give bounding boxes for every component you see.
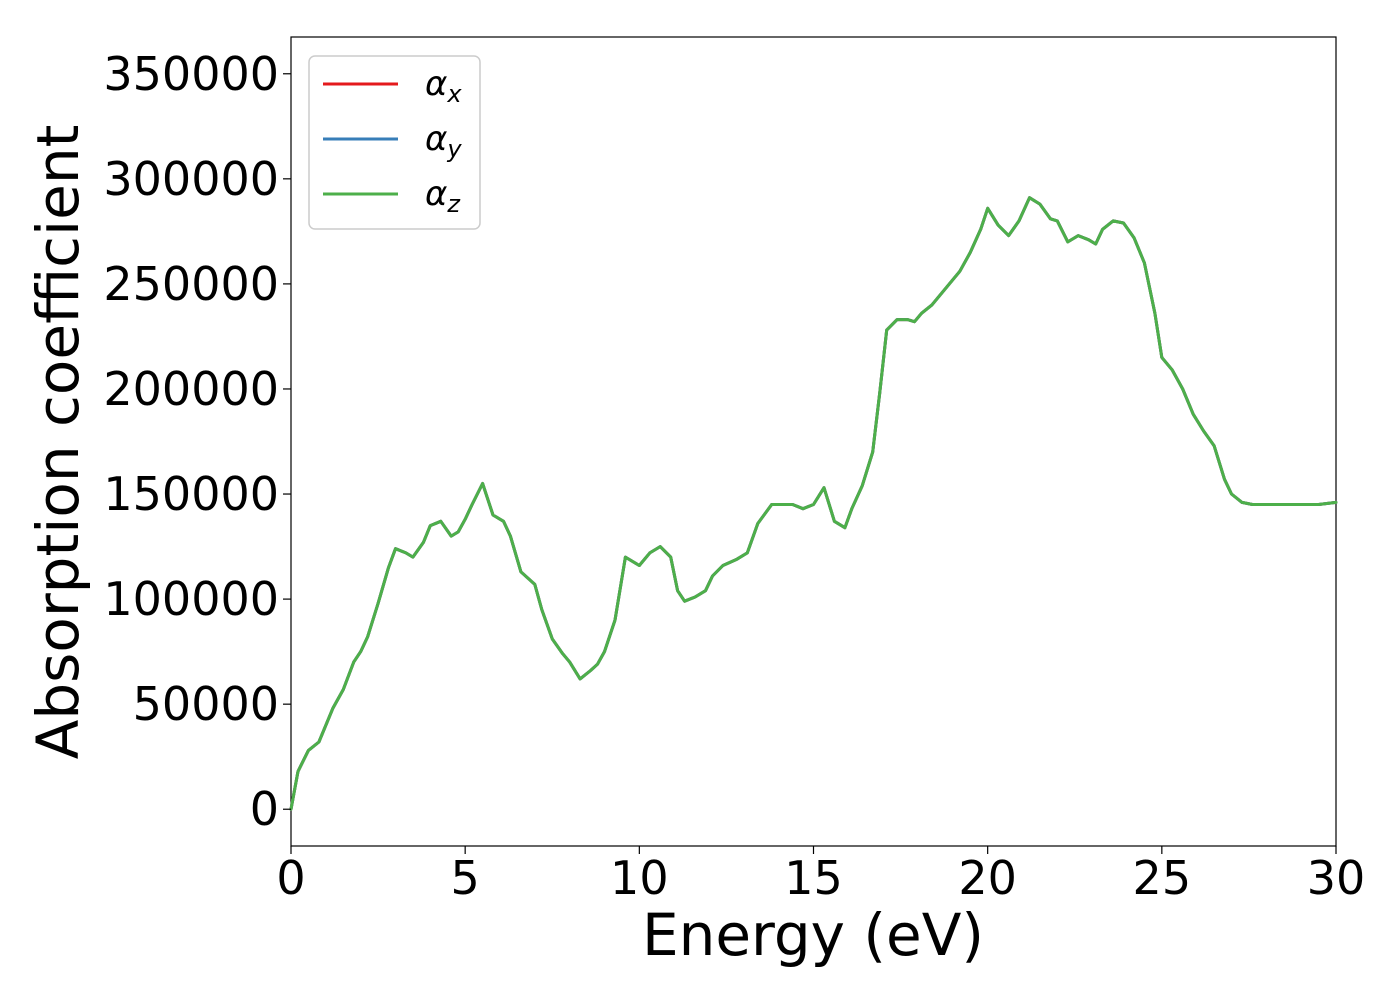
y-tick-label: 100000 [103, 572, 279, 626]
x-tick-label: 15 [784, 851, 843, 905]
x-axis-ticks: 0 5 10 15 20 25 30 [276, 846, 1365, 905]
legend-label-y: αy [425, 119, 462, 163]
x-tick-label: 5 [451, 851, 480, 905]
series-line-z [289, 196, 1338, 811]
y-tick-label: 300000 [103, 152, 279, 206]
x-tick-label: 0 [276, 851, 305, 905]
x-axis-title: Energy (eV) [642, 901, 984, 969]
y-tick-label: 50000 [133, 677, 279, 731]
x-tick-label: 10 [610, 851, 669, 905]
legend-label-x: αx [425, 64, 462, 108]
x-tick-label: 30 [1307, 851, 1366, 905]
y-tick-label: 350000 [103, 47, 279, 101]
series-layer [289, 196, 1338, 811]
legend-label-z: αz [425, 174, 461, 218]
x-tick-label: 20 [958, 851, 1017, 905]
y-tick-label: 200000 [103, 362, 279, 416]
y-tick-label: 150000 [103, 467, 279, 521]
y-axis-title: Absorption coefficient [24, 125, 92, 760]
legend: αx αy αz [308, 55, 481, 230]
legend-box [308, 55, 481, 230]
y-tick-label: 0 [250, 782, 279, 836]
y-axis-ticks: 0 50000 100000 150000 200000 250000 300000 3500… [103, 47, 291, 836]
y-tick-label: 250000 [103, 257, 279, 311]
x-tick-label: 25 [1133, 851, 1192, 905]
